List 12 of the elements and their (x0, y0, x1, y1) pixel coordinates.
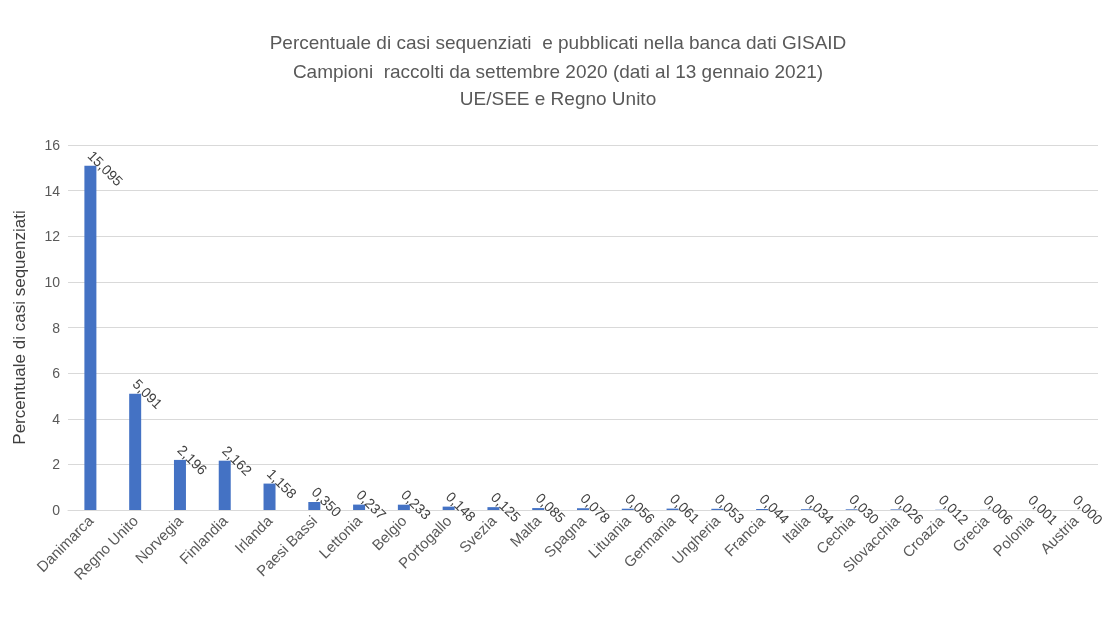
y-tick-label: 4 (52, 410, 61, 427)
y-tick-label: 6 (52, 365, 61, 382)
y-tick-label: 8 (52, 319, 61, 336)
y-tick-label: 10 (44, 273, 61, 290)
y-tick-label: 2 (52, 456, 61, 473)
chart-subtitle: Campioni raccolti da settembre 2020 (dati al 13 gennaio 2021) UE/SEE e Regno Unito (292, 61, 824, 109)
chart-title: Percentuale di casi sequenziati e pubblicati nella banca dati GISAID (269, 32, 847, 53)
y-tick-label: 14 (44, 182, 61, 199)
y-tick-label: 16 (44, 137, 61, 153)
y-tick-label: 12 (44, 228, 61, 245)
y-tick-label: 0 (52, 502, 61, 518)
y-axis-title: Percentuale di casi sequenziati (10, 210, 29, 445)
